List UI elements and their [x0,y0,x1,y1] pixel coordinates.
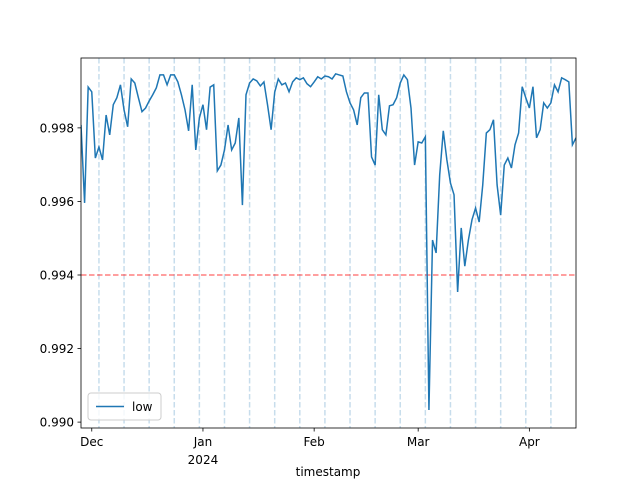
series-line [81,72,576,410]
x-tick-label: Feb [304,435,325,449]
y-tick-label: 0.992 [40,342,74,356]
x-tick-sublabel: 2024 [188,453,219,467]
x-tick-label: Apr [519,435,540,449]
plot-frame [80,57,577,429]
x-tick-label: Mar [407,435,430,449]
x-axis-label: timestamp [296,465,361,479]
y-tick-label: 0.996 [40,195,74,209]
legend-label: low [132,400,153,414]
y-tick-label: 0.998 [40,121,74,135]
legend-box [87,392,162,421]
x-tick-label: Jan [193,435,213,449]
y-tick-label: 0.990 [40,416,74,430]
x-tick-label: Dec [80,435,103,449]
y-tick-label: 0.994 [40,268,74,282]
